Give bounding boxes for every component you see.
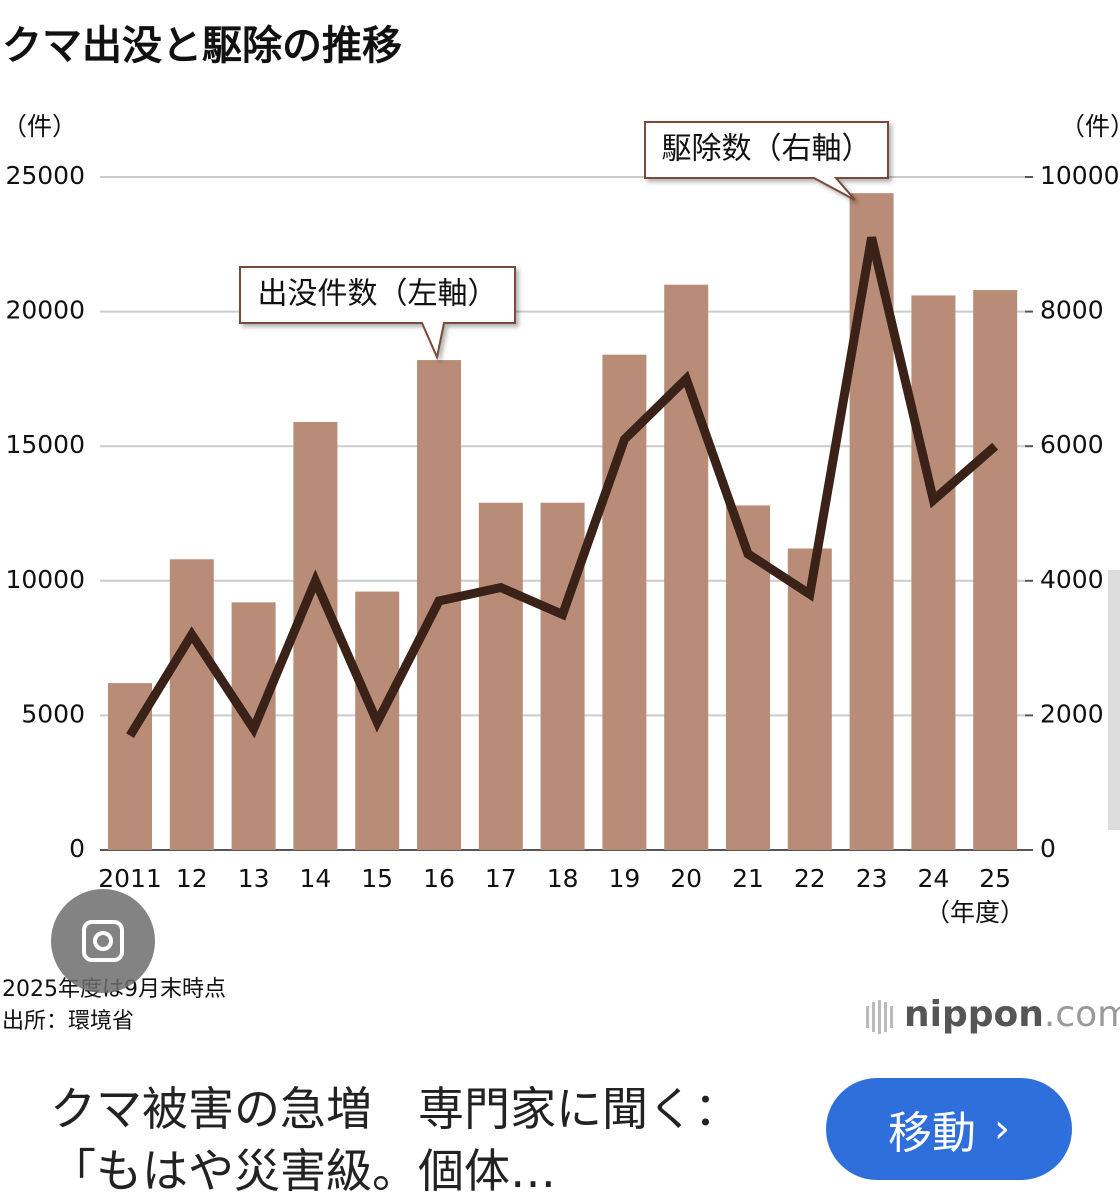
- brand-name: nippon: [904, 994, 1044, 1035]
- callout-box: [644, 121, 889, 201]
- lens-icon[interactable]: [48, 886, 158, 996]
- x-tick-label: 22: [794, 864, 826, 893]
- bar: [169, 559, 214, 850]
- y2-tick-label: 4000: [1040, 565, 1104, 594]
- x-tick-label: 12: [176, 864, 208, 893]
- y2-unit: （件）: [1060, 112, 1120, 141]
- y-unit: （件）: [2, 112, 77, 141]
- x-tick-label: 20: [670, 864, 702, 893]
- chart: クマ出没と駆除の推移 （件） （件） （年度） 2025年度は9月末時点 出所：…: [2, 23, 1120, 1035]
- callout: 駆除数（右軸）: [644, 121, 889, 201]
- x-tick-label: 17: [485, 864, 517, 893]
- chart-title: クマ出没と駆除の推移: [2, 23, 402, 69]
- button-label: 移動: [888, 1108, 976, 1159]
- bar: [540, 502, 585, 850]
- y-tick-label: 15000: [5, 430, 85, 459]
- line: [126, 236, 999, 739]
- y-tick-label: 0: [69, 834, 85, 863]
- x-tick-label: 15: [361, 864, 393, 893]
- x-tick-label: 25: [979, 864, 1011, 893]
- y-tick-label: 5000: [21, 699, 85, 728]
- x-tick-label: 13: [238, 864, 270, 893]
- bar: [478, 502, 523, 850]
- y2-tick-label: 10000: [1040, 161, 1120, 190]
- y-tick-label: 20000: [5, 296, 85, 325]
- x-tick-label: 2011: [98, 864, 162, 893]
- callout-label: 出没件数（左軸）: [258, 277, 498, 312]
- brand-logo: nippon.com: [866, 994, 1120, 1035]
- bar: [911, 295, 956, 850]
- callout-label: 駆除数（右軸）: [662, 132, 872, 167]
- y2-tick-label: 6000: [1040, 430, 1104, 459]
- scrollbar: [1108, 570, 1120, 830]
- result-title[interactable]: クマ被害の急増 専門家に聞く：「もはや災害級。個体…: [50, 1082, 740, 1198]
- bar: [973, 290, 1018, 851]
- y-tick-label: 25000: [5, 161, 85, 190]
- callout-box: [239, 266, 516, 361]
- x-tick-label: 14: [299, 864, 331, 893]
- y2-tick-label: 8000: [1040, 296, 1104, 325]
- y-tick-label: 10000: [5, 565, 85, 594]
- note: 出所：環境省: [2, 1009, 134, 1034]
- callout: 出没件数（左軸）: [239, 266, 516, 361]
- y2-tick-label: 2000: [1040, 699, 1104, 728]
- go-button[interactable]: 移動 ›: [826, 1078, 1072, 1180]
- x-tick-label: 16: [423, 864, 455, 893]
- y2-tick-label: 0: [1040, 834, 1056, 863]
- x-unit: （年度）: [925, 898, 1025, 927]
- bar: [664, 284, 709, 850]
- svg-text:nippon.com: nippon.com: [904, 994, 1120, 1035]
- x-tick-label: 19: [608, 864, 640, 893]
- x-tick-label: 18: [547, 864, 579, 893]
- x-tick-label: 23: [856, 864, 888, 893]
- bar: [293, 421, 338, 850]
- brand-suffix: .com: [1044, 994, 1120, 1035]
- x-tick-label: 21: [732, 864, 764, 893]
- x-tick-label: 24: [917, 864, 949, 893]
